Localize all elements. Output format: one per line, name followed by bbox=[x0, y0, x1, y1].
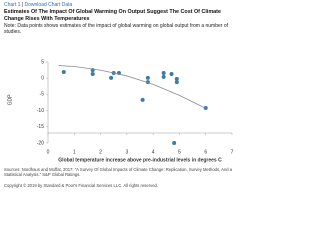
data-point bbox=[140, 97, 145, 102]
chart-title: Estimates Of The Impact Of Global Warmin… bbox=[4, 9, 221, 22]
data-point bbox=[169, 71, 174, 76]
y-tick-label: -5 bbox=[40, 92, 45, 98]
x-tick-label: 5 bbox=[178, 149, 181, 155]
x-tick-label: 3 bbox=[125, 149, 128, 155]
chart-label: Chart 1 bbox=[4, 2, 21, 8]
x-tick-label: 7 bbox=[231, 149, 234, 155]
x-tick-label: 1 bbox=[73, 149, 76, 155]
data-point bbox=[174, 80, 179, 85]
x-tick-label: 2 bbox=[99, 149, 102, 155]
data-point bbox=[109, 75, 114, 80]
data-point bbox=[145, 75, 150, 80]
download-link[interactable]: Download Chart Data bbox=[24, 2, 73, 8]
y-tick-label: -15 bbox=[37, 124, 44, 130]
y-axis-label: GDP bbox=[7, 94, 13, 106]
data-point bbox=[61, 70, 66, 75]
copyright: Copyright © 2019 by Standard & Poor's Fi… bbox=[4, 183, 159, 188]
chart-note: Note: Data points shows estimates of the… bbox=[4, 23, 229, 35]
page: Chart 1 | Download Chart Data Estimates … bbox=[4, 2, 234, 188]
data-point bbox=[90, 71, 95, 76]
y-tick-label: -10 bbox=[37, 108, 44, 114]
data-point bbox=[161, 74, 166, 79]
data-point bbox=[172, 141, 177, 145]
x-axis-label: Global temperature increase above pre-in… bbox=[58, 157, 222, 163]
y-tick-label: 5 bbox=[41, 59, 44, 65]
x-tick-label: 4 bbox=[152, 149, 155, 155]
x-tick-label: 0 bbox=[47, 149, 50, 155]
data-point bbox=[161, 71, 166, 76]
data-point bbox=[174, 76, 179, 81]
chart: GDP Global temperature increase above pr… bbox=[7, 59, 234, 163]
y-tick-label: 0 bbox=[41, 76, 44, 82]
y-tick-label: -20 bbox=[37, 140, 44, 146]
header: Chart 1 | Download Chart Data bbox=[4, 2, 73, 8]
source: Sources: Nordhaus and Moffat, 2017: "A S… bbox=[4, 167, 233, 177]
trend-line bbox=[58, 65, 206, 109]
x-tick-label: 6 bbox=[204, 149, 207, 155]
